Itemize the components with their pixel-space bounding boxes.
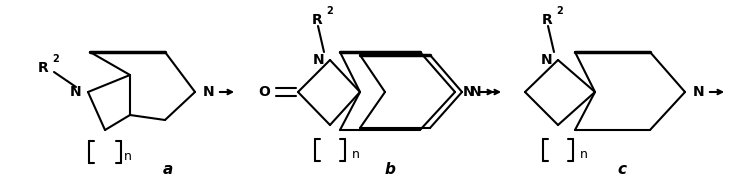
Text: N: N (470, 85, 481, 99)
Text: R: R (312, 13, 323, 27)
Text: N: N (541, 53, 552, 67)
Text: 2: 2 (52, 54, 59, 64)
Text: 2: 2 (326, 6, 332, 16)
Text: R: R (38, 61, 49, 75)
Text: a: a (163, 162, 173, 178)
Text: n: n (580, 148, 588, 162)
Text: n: n (124, 151, 132, 164)
Text: O: O (258, 85, 270, 99)
Text: N: N (203, 85, 214, 99)
Text: N: N (693, 85, 705, 99)
Text: N: N (463, 85, 475, 99)
Text: n: n (352, 148, 360, 162)
Text: R: R (542, 13, 553, 27)
Text: N: N (312, 53, 324, 67)
Text: c: c (617, 162, 626, 178)
Text: N: N (69, 85, 81, 99)
Text: 2: 2 (556, 6, 562, 16)
Text: b: b (384, 162, 396, 178)
